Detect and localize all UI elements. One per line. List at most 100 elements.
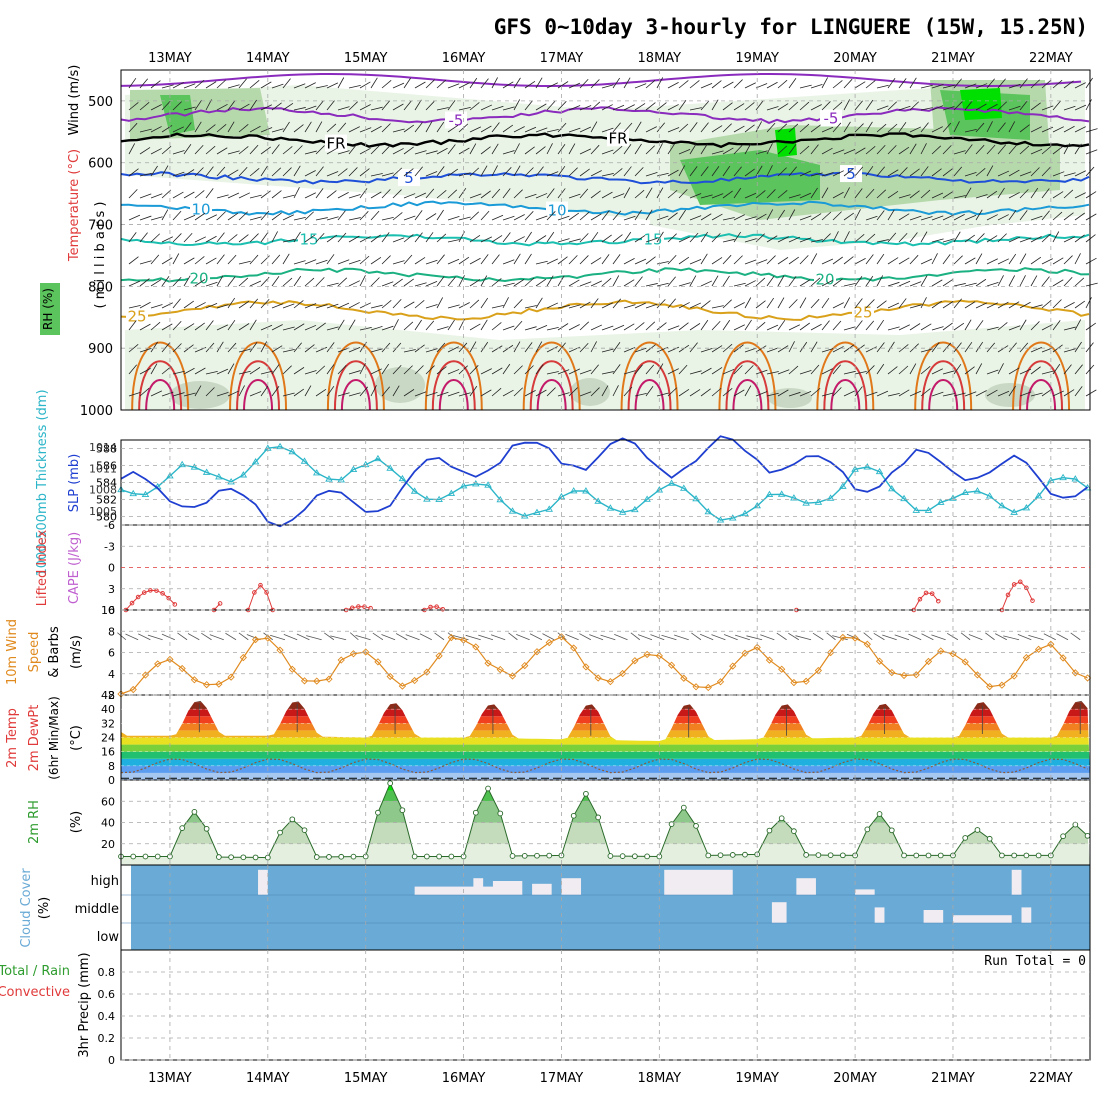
wind-barb (645, 321, 656, 331)
wind-barb (1019, 100, 1028, 111)
wind-barb (898, 194, 911, 199)
wind-barb (293, 275, 302, 287)
wind-barb (964, 341, 973, 353)
wind-barb (282, 253, 290, 265)
wind-barb (161, 145, 172, 155)
wind-barb (744, 347, 757, 353)
wind-barb (381, 79, 392, 89)
li-axis-label: Lifted Index (35, 529, 50, 606)
wind-barb (480, 341, 489, 353)
wind-barb (700, 253, 708, 265)
wind-barb (645, 145, 655, 155)
wind-barb (1019, 275, 1026, 287)
wind-barb (1008, 210, 1017, 221)
wind-barb (150, 341, 158, 353)
wind-barb (150, 390, 163, 397)
temperature-loop (424, 341, 483, 411)
wind-barb (271, 276, 280, 287)
wind-barb (744, 365, 754, 375)
wind-barb (887, 366, 898, 375)
wind-barb (700, 213, 712, 221)
wind-barb-10m (921, 633, 934, 641)
wind-barb (744, 143, 752, 155)
wind-barb (942, 191, 954, 199)
wind-barb (535, 77, 543, 89)
wind-barb (414, 257, 426, 265)
wind-barb (612, 193, 625, 199)
rh-shade-grey (768, 388, 812, 408)
wind-barb (249, 168, 260, 177)
wind-barb (425, 365, 435, 375)
rh-marker (142, 853, 149, 860)
date-label-bottom: 15MAY (344, 1071, 388, 1086)
wind-barb (1019, 78, 1028, 89)
wind-barb (546, 211, 556, 221)
contour-label: FR (326, 135, 345, 153)
rh-marker (240, 854, 247, 861)
thickness-marker (826, 494, 835, 501)
wind-barb (403, 234, 414, 243)
wind-barb (876, 342, 885, 353)
thickness-marker (545, 505, 554, 512)
wind-barb (183, 143, 192, 155)
wind-barb (436, 107, 449, 111)
wind-barb (656, 187, 664, 199)
li-marker (141, 590, 147, 595)
wind-speed-marker (337, 656, 345, 664)
li-marker (434, 604, 439, 610)
thickness-marker (790, 494, 798, 501)
wind-barb (590, 364, 599, 375)
contour-label-bg (852, 303, 874, 321)
wind-barb (216, 103, 228, 111)
wind-barb (535, 235, 547, 243)
wind-barb (909, 254, 919, 265)
date-label-bottom: 20MAY (833, 1071, 877, 1086)
wind-barb (1085, 234, 1096, 243)
wind-barb (172, 101, 182, 111)
wind-barb (667, 127, 680, 133)
rh-marker (289, 816, 296, 823)
wind-barb (623, 144, 632, 155)
wind-barb (271, 190, 282, 199)
wind-barb-10m (600, 634, 616, 641)
wind-barb (876, 84, 889, 89)
wind-barb (227, 100, 236, 111)
thickness-marker (985, 492, 994, 499)
wind-barb (942, 84, 955, 89)
wind-barb (502, 124, 514, 133)
wind-barb-10m (661, 634, 677, 641)
wind-barb (788, 391, 801, 397)
wind-barb (293, 124, 304, 133)
wind-barb (1085, 99, 1092, 111)
wind-barb-10m (187, 633, 200, 641)
wind-barb (458, 147, 470, 155)
wind-barb (997, 301, 1009, 309)
wind-barb (678, 189, 688, 199)
wind-barb (865, 254, 874, 265)
wind-barb (931, 391, 944, 397)
wind-barb (194, 322, 205, 331)
wind-barb (337, 259, 350, 265)
thickness-marker (398, 474, 407, 482)
wind-barb (843, 212, 855, 221)
wind-barb (722, 275, 730, 287)
temperature-loop (1019, 360, 1064, 411)
wind-barb (777, 297, 785, 309)
wind-barb (689, 323, 701, 331)
wind-barb (964, 214, 977, 221)
wind-barb (293, 231, 301, 243)
wind-barb (667, 276, 676, 287)
wind-barb (205, 214, 217, 221)
wind-barb (183, 367, 195, 375)
wind-barb (326, 254, 335, 265)
wind-barb-10m (478, 634, 494, 641)
wind-barb (557, 342, 566, 353)
wind-speed-marker (570, 644, 578, 652)
precip-tick-label: 0 (108, 1054, 115, 1067)
li-marker (172, 602, 178, 607)
wind-barb (425, 101, 435, 111)
wind-speed-marker (778, 665, 786, 673)
wind-barb (909, 281, 922, 287)
wind-barb (491, 122, 500, 133)
wind-barb (1063, 276, 1073, 287)
